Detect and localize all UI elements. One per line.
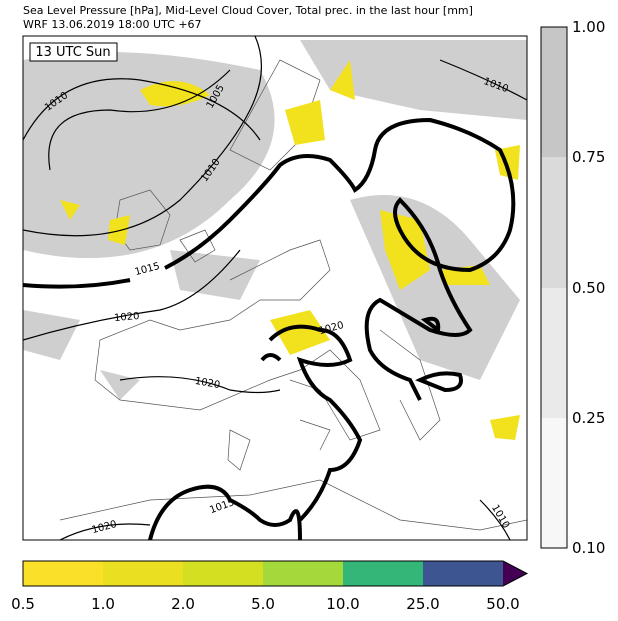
colorbar-segment: [103, 561, 183, 586]
colorbar-frame: [22, 560, 529, 587]
colorbar-segment: [541, 27, 567, 157]
isobar-bold: [23, 117, 516, 401]
colorbar-tick-label: 0.75: [572, 148, 605, 166]
isobar: [48, 69, 231, 171]
map-panel: 1010 1005 1010 1015 1020 1020 1020 1015 …: [22, 35, 528, 541]
colorbar-tick-label: 50.0: [486, 595, 519, 613]
subtitle-line: WRF 13.06.2019 18:00 UTC +67: [23, 18, 202, 31]
isobar: [439, 59, 527, 101]
isobar-bold: [148, 484, 302, 540]
colorbar-segment: [541, 418, 567, 548]
colorbar-tick-label: 0.25: [572, 409, 605, 427]
colorbar-tick-label: 1.0: [91, 595, 115, 613]
isobar: [23, 36, 263, 237]
isobar-bold: [260, 324, 363, 522]
colorbar-tick-label: 10.0: [326, 595, 359, 613]
colorbar-segment: [23, 561, 103, 586]
colorbar-tick-label: 2.0: [171, 595, 195, 613]
title-line: Sea Level Pressure [hPa], Mid-Level Clou…: [23, 4, 473, 17]
isobar-label: 1020: [114, 311, 140, 324]
colorbar-extension: [503, 561, 527, 586]
colorbar-tick-label: 0.5: [11, 595, 35, 613]
colorbar-segment: [541, 157, 567, 288]
colorbar-tick-label: 25.0: [406, 595, 439, 613]
colorbar-tick-label: 0.50: [572, 279, 605, 297]
isobar-label: 1020: [194, 376, 221, 391]
colorbar-frame: [540, 26, 568, 549]
precip-colorbar: 0.5 1.0 2.0 5.0 10.0 25.0 50.0: [11, 560, 529, 613]
colorbar-tick-label: 1.00: [572, 18, 605, 36]
map-frame: [22, 35, 528, 541]
colorbar-segment: [541, 288, 567, 418]
cloud-colorbar: 0.10 0.25 0.50 0.75 1.00: [540, 18, 605, 557]
isobar: [59, 499, 511, 540]
colorbar-tick-label: 0.10: [572, 539, 605, 557]
colorbar-segment: [183, 561, 263, 586]
colorbar-segment: [423, 561, 503, 586]
colorbar-segment: [263, 561, 343, 586]
isobar: [23, 249, 241, 341]
isobar-bold: [415, 316, 463, 393]
isobar: [119, 376, 281, 394]
colorbar-tick-label: 5.0: [251, 595, 275, 613]
isobar: [23, 78, 261, 141]
time-label: 13 UTC Sun: [35, 45, 110, 60]
colorbar-segment: [343, 561, 423, 586]
cloud-cover: [23, 40, 527, 400]
time-label-box: [29, 42, 118, 62]
